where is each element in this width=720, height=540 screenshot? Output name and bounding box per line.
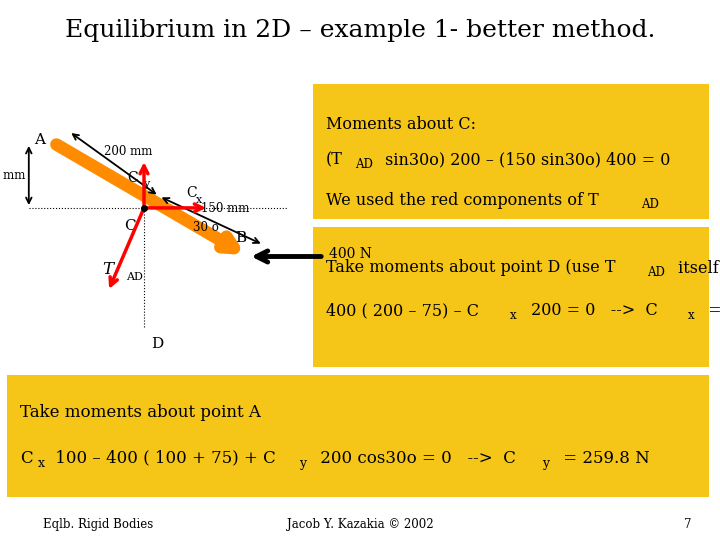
Text: AD: AD (641, 198, 659, 211)
Text: sin30o) 200 – (150 sin30o) 400 = 0: sin30o) 200 – (150 sin30o) 400 = 0 (380, 151, 670, 168)
Text: C: C (20, 450, 33, 467)
Text: 100 – 400 ( 100 + 75) + C: 100 – 400 ( 100 + 75) + C (50, 450, 276, 467)
Text: AD: AD (647, 266, 665, 279)
FancyBboxPatch shape (7, 375, 709, 497)
Text: AD: AD (126, 272, 143, 282)
Text: y: y (542, 457, 549, 470)
Text: T: T (103, 261, 114, 279)
Text: 150 mm: 150 mm (202, 202, 250, 215)
Text: 400 N: 400 N (329, 247, 372, 261)
Text: Take moments about point A: Take moments about point A (20, 404, 261, 421)
Text: x: x (196, 195, 202, 205)
Text: x: x (510, 309, 516, 322)
Text: Equilibrium in 2D – example 1- better method.: Equilibrium in 2D – example 1- better me… (65, 19, 655, 42)
Text: 30 o: 30 o (193, 221, 219, 234)
FancyBboxPatch shape (313, 84, 709, 219)
Text: = 259.8 N: = 259.8 N (558, 450, 649, 467)
Text: C: C (124, 219, 135, 233)
Text: Jacob Y. Kazakia © 2002: Jacob Y. Kazakia © 2002 (287, 518, 433, 531)
Text: AD: AD (355, 158, 373, 171)
Text: B: B (235, 231, 247, 245)
Text: We used the red components of T: We used the red components of T (326, 192, 599, 208)
Text: C: C (186, 186, 197, 200)
Text: y: y (143, 179, 150, 188)
Text: A: A (35, 133, 45, 147)
FancyBboxPatch shape (313, 227, 709, 367)
Text: x: x (688, 309, 694, 322)
Text: Eqlb. Rigid Bodies: Eqlb. Rigid Bodies (43, 518, 153, 531)
Text: y: y (300, 457, 307, 470)
Text: C: C (127, 171, 138, 185)
Text: (T: (T (326, 151, 343, 168)
Text: 7: 7 (684, 518, 691, 531)
Text: D: D (151, 338, 163, 352)
Text: Take moments about point D (use T: Take moments about point D (use T (326, 259, 616, 276)
Text: = 250: = 250 (703, 302, 720, 319)
Text: itself): itself) (673, 259, 720, 276)
Text: 200 mm: 200 mm (104, 145, 153, 158)
Text: Moments about C:: Moments about C: (326, 116, 476, 133)
Text: 400 ( 200 – 75) – C: 400 ( 200 – 75) – C (326, 302, 480, 319)
Text: x: x (37, 457, 45, 470)
Text: 200 mm: 200 mm (0, 169, 25, 182)
Text: 200 = 0   -->  C: 200 = 0 --> C (526, 302, 657, 319)
Text: 200 cos30o = 0   -->  C: 200 cos30o = 0 --> C (315, 450, 516, 467)
